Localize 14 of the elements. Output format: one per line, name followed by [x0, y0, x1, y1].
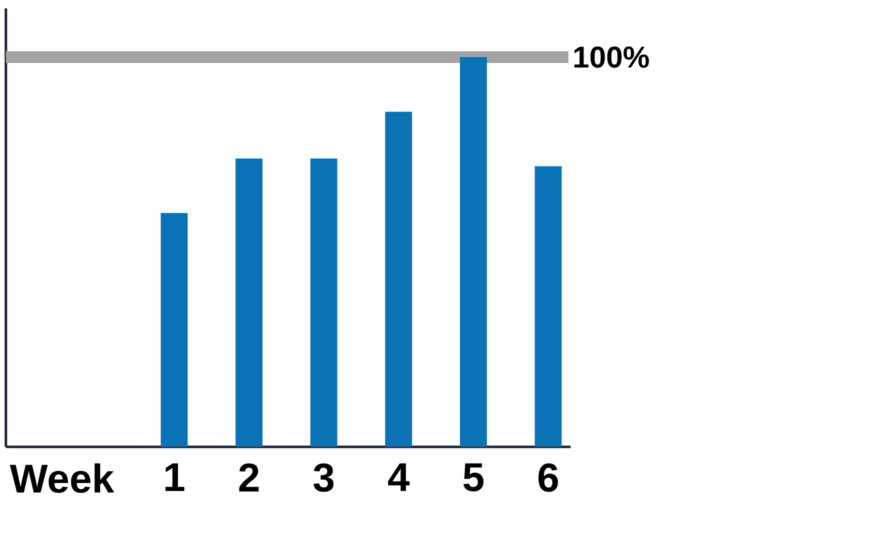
- x-tick-label: 2: [239, 463, 259, 492]
- bar: [236, 158, 262, 447]
- x-tick-label: 5: [463, 463, 484, 492]
- x-tick-label: 3: [314, 463, 334, 492]
- bar: [385, 111, 412, 447]
- bar: [460, 56, 487, 447]
- bar: [160, 212, 188, 447]
- bar: [310, 158, 338, 447]
- x-tick-label: 6: [538, 463, 558, 492]
- x-tick-label: 1: [166, 463, 184, 491]
- x-tick-label: 4: [388, 463, 410, 491]
- ref-line-label: 100%: [574, 46, 649, 68]
- x-axis-title: Week: [10, 463, 114, 493]
- bar: [534, 166, 562, 447]
